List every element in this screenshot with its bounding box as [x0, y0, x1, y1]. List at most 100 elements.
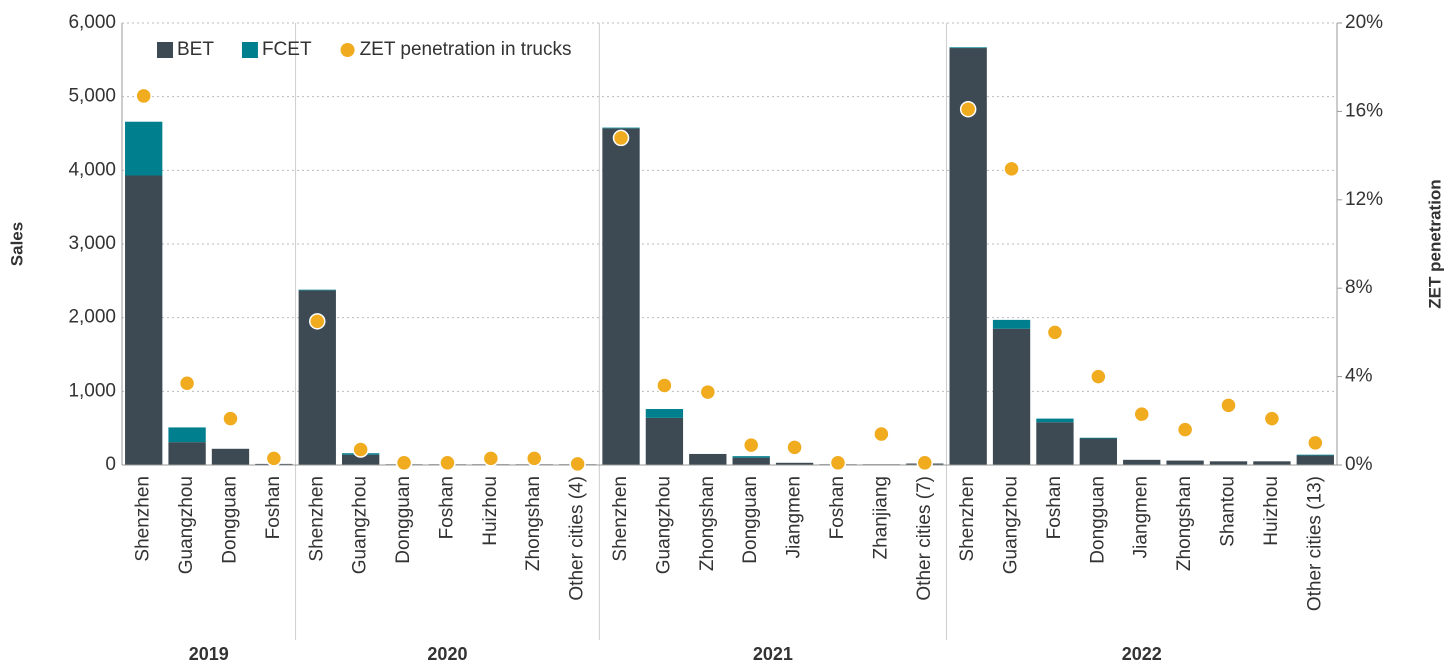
point	[135, 87, 152, 105]
point	[1220, 397, 1237, 414]
x-tick-label: Guangzhou	[1001, 476, 1022, 574]
x-tick-label: Other cities (13)	[1304, 476, 1325, 611]
point	[829, 454, 847, 472]
x-tick-label: Guangzhou	[176, 476, 197, 574]
point	[1133, 405, 1150, 423]
legend-marker	[157, 42, 173, 58]
bar	[1079, 438, 1117, 465]
bar	[775, 462, 814, 465]
x-tick-label: Shenzhen	[610, 476, 631, 562]
bar	[645, 417, 684, 465]
x-tick-label: Shenzhen	[957, 476, 978, 562]
x-tick-label: Dongguan	[1087, 476, 1108, 564]
x-tick-label: Zhongshan	[523, 476, 544, 571]
x-tick-label: Dongguan	[219, 476, 240, 564]
x-tick-label: Jiangmen	[1131, 476, 1152, 558]
point	[1090, 368, 1107, 385]
bar	[1253, 461, 1291, 465]
bar	[1079, 437, 1117, 439]
x-tick-label: Other cities (7)	[914, 476, 935, 601]
y2-tick-label: 0%	[1345, 454, 1373, 475]
point	[178, 374, 196, 392]
x-tick-label: Foshan	[436, 476, 457, 539]
legend-label: FCET	[262, 39, 312, 60]
bar	[1296, 454, 1334, 456]
y-tick-label: 0	[105, 454, 116, 475]
bar	[125, 175, 163, 466]
point	[1263, 410, 1281, 427]
y-tick-label: 1,000	[68, 380, 116, 401]
bar	[949, 48, 987, 466]
point	[1176, 421, 1194, 438]
point	[439, 454, 456, 472]
bar	[689, 453, 727, 465]
x-tick-label: Other cities (4)	[567, 476, 588, 601]
bar	[168, 442, 206, 465]
point	[1307, 434, 1324, 452]
point	[1046, 324, 1064, 341]
bar	[298, 289, 336, 291]
y-tick-label: 3,000	[68, 233, 116, 254]
point	[1003, 160, 1020, 178]
point	[222, 410, 239, 427]
bar	[1166, 460, 1204, 465]
point	[873, 425, 890, 443]
x-tick-label: Huizhou	[1261, 476, 1282, 546]
bar	[602, 127, 640, 129]
x-tick-label: Dongguan	[393, 476, 414, 564]
y2-axis-label: ZET penetration	[1425, 179, 1444, 308]
point	[916, 454, 934, 472]
legend-label: BET	[177, 39, 214, 60]
y-tick-label: 2,000	[68, 307, 116, 328]
x-tick-label: Foshan	[827, 476, 848, 539]
point	[786, 439, 803, 456]
point	[569, 455, 586, 473]
point	[395, 454, 413, 472]
bar	[1123, 459, 1161, 465]
point	[265, 450, 283, 467]
group-label: 2022	[1122, 644, 1162, 664]
point	[742, 436, 760, 454]
y-axis-label: Sales	[7, 222, 26, 266]
bar	[732, 457, 770, 465]
x-tick-label: Foshan	[1044, 476, 1065, 539]
group-label: 2019	[189, 644, 229, 664]
x-tick-label: Shantou	[1218, 476, 1239, 547]
point	[525, 450, 543, 467]
x-tick-label: Jiangmen	[784, 476, 805, 558]
legend-marker	[241, 42, 258, 58]
x-tick-label: Shenzhen	[133, 476, 154, 562]
x-tick-label: Foshan	[263, 476, 284, 539]
point	[309, 313, 326, 330]
legend-label: ZET penetration in trucks	[360, 39, 572, 60]
group-label: 2020	[427, 644, 467, 664]
bar	[992, 319, 1031, 329]
y2-tick-label: 16%	[1345, 100, 1383, 121]
bar	[992, 328, 1031, 465]
bar	[645, 409, 684, 418]
bar	[1296, 455, 1334, 465]
y-tick-label: 5,000	[68, 86, 116, 107]
y2-tick-label: 4%	[1345, 366, 1373, 387]
y-tick-label: 4,000	[68, 159, 116, 180]
y2-tick-label: 20%	[1345, 12, 1383, 33]
group-label: 2021	[753, 644, 793, 664]
y2-tick-label: 12%	[1345, 189, 1383, 210]
x-tick-label: Guangzhou	[350, 476, 371, 574]
bar	[211, 448, 250, 465]
bar	[342, 454, 380, 465]
point	[352, 441, 369, 458]
point	[959, 100, 977, 118]
bar	[602, 128, 640, 466]
bar	[1209, 461, 1248, 465]
bar	[732, 456, 770, 458]
point	[612, 129, 630, 147]
bar	[1036, 422, 1074, 465]
x-tick-label: Guangzhou	[653, 476, 674, 574]
x-tick-label: Zhongshan	[697, 476, 718, 571]
legend-marker	[340, 43, 355, 57]
bar	[168, 427, 206, 443]
bar	[949, 47, 987, 49]
y-tick-label: 6,000	[68, 12, 116, 33]
